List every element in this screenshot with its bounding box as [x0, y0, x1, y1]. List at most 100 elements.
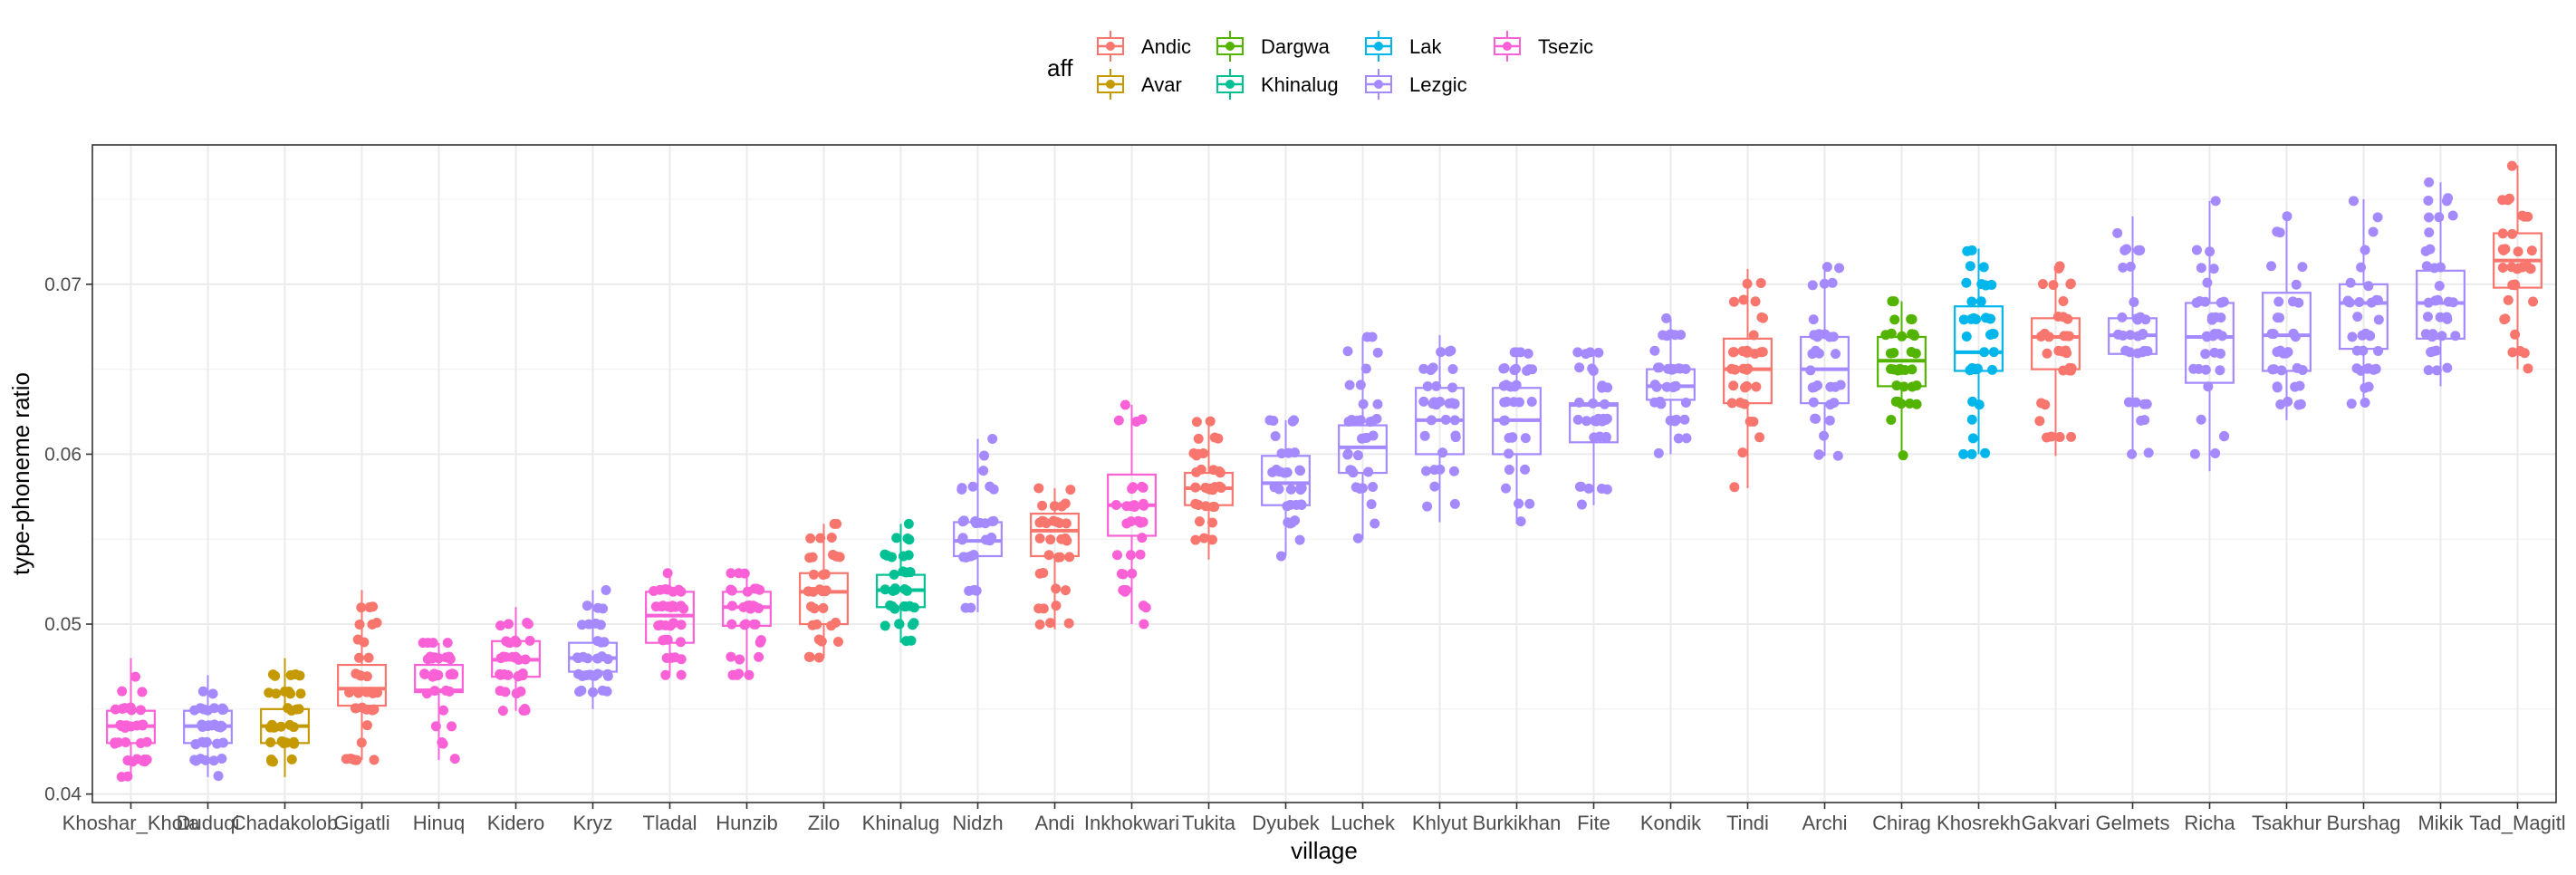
- point: [497, 706, 508, 716]
- point: [1583, 483, 1594, 494]
- point: [833, 637, 844, 648]
- legend-entry-lezgic: Lezgic: [1365, 69, 1467, 100]
- point: [592, 668, 603, 679]
- point: [1421, 466, 1432, 476]
- point: [583, 619, 594, 630]
- point: [1907, 364, 1918, 375]
- point: [2345, 277, 2356, 288]
- box-Duduqi: [183, 675, 233, 782]
- x-tick-label: Gigatli: [333, 812, 389, 834]
- legend-title: aff: [1047, 54, 1073, 82]
- point: [1121, 518, 1132, 529]
- point: [419, 668, 430, 679]
- legend-key-point: [1226, 42, 1235, 51]
- point: [1190, 498, 1201, 509]
- point: [523, 619, 533, 630]
- point: [1065, 485, 1076, 495]
- point: [1447, 398, 1457, 409]
- point: [2064, 365, 2075, 376]
- point: [676, 654, 687, 665]
- point: [2507, 347, 2518, 358]
- point: [1118, 569, 1129, 580]
- x-tick-label: Kidero: [487, 812, 545, 834]
- point: [2136, 415, 2147, 426]
- point: [1975, 296, 1986, 307]
- point: [441, 652, 452, 663]
- point: [1111, 550, 1122, 561]
- legend-label: Avar: [1141, 73, 1182, 96]
- point: [137, 687, 148, 697]
- x-tick-label: Fite: [1577, 812, 1610, 834]
- box-Fite: [1569, 347, 1619, 510]
- point: [2066, 431, 2077, 442]
- point: [1343, 416, 1354, 427]
- point: [1988, 329, 1999, 340]
- point: [110, 704, 120, 715]
- point: [2293, 399, 2304, 410]
- legend-label: Lak: [1409, 35, 1442, 58]
- point: [2503, 294, 2514, 305]
- point: [2442, 362, 2453, 373]
- point: [2118, 262, 2129, 273]
- point: [2046, 431, 2057, 442]
- point: [676, 669, 687, 680]
- x-tick-label: Tindi: [1726, 812, 1769, 834]
- x-tick-label: Hunzib: [716, 812, 777, 834]
- point: [1447, 363, 1458, 374]
- point: [2441, 196, 2452, 207]
- point: [369, 704, 380, 715]
- point: [1498, 363, 1509, 374]
- point: [2500, 313, 2511, 324]
- point: [2119, 245, 2130, 255]
- point: [1056, 534, 1067, 544]
- x-tick-label: Duduqi: [177, 812, 240, 834]
- box-Tladal: [645, 568, 695, 680]
- legend-entry-avar: Avar: [1097, 69, 1182, 100]
- legend-key-point: [1226, 80, 1235, 89]
- point: [1520, 464, 1531, 475]
- box-rect: [2185, 302, 2235, 384]
- panel-background: [92, 145, 2556, 803]
- point: [2053, 345, 2064, 356]
- point: [1193, 433, 1204, 444]
- legend-label: Khinalug: [1261, 73, 1339, 96]
- point: [2351, 363, 2362, 374]
- point: [1295, 466, 1306, 476]
- point: [2442, 313, 2453, 324]
- point: [1501, 396, 1512, 407]
- x-tick-label: Zilo: [808, 812, 840, 834]
- point: [2360, 328, 2371, 339]
- point: [879, 620, 890, 631]
- point: [754, 651, 764, 662]
- point: [2519, 348, 2530, 359]
- point: [207, 688, 218, 699]
- point: [130, 671, 140, 682]
- point: [2274, 227, 2285, 238]
- plot-panel: [91, 144, 2557, 803]
- point: [1285, 484, 1296, 495]
- point: [1751, 381, 1762, 392]
- point: [1750, 296, 1761, 307]
- point: [1576, 481, 1587, 492]
- legend-entry-tsezic: Tsezic: [1494, 31, 1593, 62]
- legend-label: Dargwa: [1261, 35, 1331, 58]
- point: [1034, 620, 1045, 630]
- point: [1728, 380, 1739, 391]
- point: [1431, 399, 1442, 410]
- point: [1051, 601, 1062, 611]
- x-tick-label: Gelmets: [2096, 812, 2170, 834]
- point: [216, 753, 227, 764]
- x-tick-label: Dyubek: [1252, 812, 1321, 834]
- point: [2347, 332, 2358, 342]
- point: [805, 533, 816, 543]
- point: [1966, 313, 1976, 324]
- box-rect: [1954, 305, 2004, 372]
- point: [1673, 433, 1684, 444]
- point: [1289, 415, 1300, 426]
- point: [666, 601, 677, 612]
- point: [1527, 364, 1538, 375]
- point: [1367, 416, 1378, 427]
- box-Tindi: [1723, 268, 1773, 493]
- point: [656, 620, 667, 630]
- point: [1980, 312, 1991, 323]
